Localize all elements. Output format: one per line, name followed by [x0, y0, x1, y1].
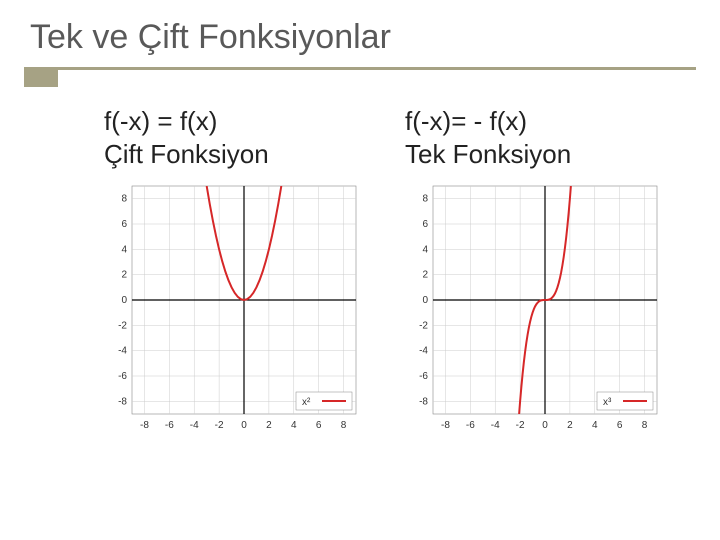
column-odd: f(-x)= - f(x) Tek Fonksiyon -8 -6 -4 -2 0 2 4 6… [405, 105, 666, 438]
svg-text:-2: -2 [118, 320, 127, 331]
svg-text:-4: -4 [419, 346, 428, 357]
svg-text:6: 6 [617, 420, 623, 431]
rule-line [58, 67, 696, 87]
slide: Tek ve Çift Fonksiyonlar f(-x) = f(x) Çi… [0, 0, 720, 540]
svg-text:0: 0 [422, 295, 428, 306]
svg-text:-2: -2 [419, 320, 428, 331]
svg-text:0: 0 [542, 420, 548, 431]
svg-text:-6: -6 [466, 420, 475, 431]
svg-text:8: 8 [642, 420, 648, 431]
svg-text:-8: -8 [441, 420, 450, 431]
svg-text:4: 4 [121, 244, 127, 255]
svg-text:8: 8 [422, 194, 428, 205]
svg-text:8: 8 [341, 420, 347, 431]
odd-chart: -8 -6 -4 -2 0 2 4 6 8 -8 -6 -4 -2 0 2 4 6 8 x³ [405, 178, 665, 438]
svg-text:-6: -6 [118, 371, 127, 382]
even-chart: -8 -6 -4 -2 0 2 4 6 8 -8 -6 -4 -2 0 2 4 6 8 x² [104, 178, 364, 438]
svg-text:6: 6 [121, 219, 127, 230]
svg-text:2: 2 [567, 420, 573, 431]
svg-text:0: 0 [121, 295, 127, 306]
even-formula: f(-x) = f(x) Çift Fonksiyon [104, 105, 365, 170]
svg-text:-8: -8 [118, 396, 127, 407]
svg-text:6: 6 [422, 219, 428, 230]
chart-svg: -8 -6 -4 -2 0 2 4 6 8 -8 -6 -4 -2 0 2 4 6 8 x² [104, 178, 364, 438]
svg-text:x³: x³ [603, 397, 612, 408]
odd-formula-line1: f(-x)= - f(x) [405, 105, 666, 138]
svg-text:-8: -8 [140, 420, 149, 431]
odd-formula: f(-x)= - f(x) Tek Fonksiyon [405, 105, 666, 170]
svg-text:-6: -6 [165, 420, 174, 431]
svg-text:2: 2 [422, 270, 428, 281]
even-formula-line1: f(-x) = f(x) [104, 105, 365, 138]
slide-title: Tek ve Çift Fonksiyonlar [30, 18, 696, 57]
svg-text:-4: -4 [190, 420, 199, 431]
svg-text:6: 6 [316, 420, 322, 431]
title-rule [24, 67, 696, 87]
svg-text:4: 4 [592, 420, 598, 431]
svg-text:-8: -8 [419, 396, 428, 407]
svg-text:-2: -2 [215, 420, 224, 431]
svg-text:x²: x² [302, 397, 311, 408]
column-even: f(-x) = f(x) Çift Fonksiyon -8 -6 -4 -2 0 2 4 6… [104, 105, 365, 438]
svg-text:-2: -2 [516, 420, 525, 431]
svg-text:-4: -4 [118, 346, 127, 357]
odd-formula-line2: Tek Fonksiyon [405, 138, 666, 171]
svg-text:-4: -4 [491, 420, 500, 431]
svg-text:4: 4 [291, 420, 297, 431]
chart-svg: -8 -6 -4 -2 0 2 4 6 8 -8 -6 -4 -2 0 2 4 6 8 x³ [405, 178, 665, 438]
svg-text:-6: -6 [419, 371, 428, 382]
svg-text:8: 8 [121, 194, 127, 205]
rule-block [24, 67, 58, 87]
even-formula-line2: Çift Fonksiyon [104, 138, 365, 171]
svg-text:2: 2 [121, 270, 127, 281]
svg-text:2: 2 [266, 420, 272, 431]
svg-text:0: 0 [241, 420, 247, 431]
columns: f(-x) = f(x) Çift Fonksiyon -8 -6 -4 -2 0 2 4 6… [24, 105, 696, 438]
svg-text:4: 4 [422, 244, 428, 255]
